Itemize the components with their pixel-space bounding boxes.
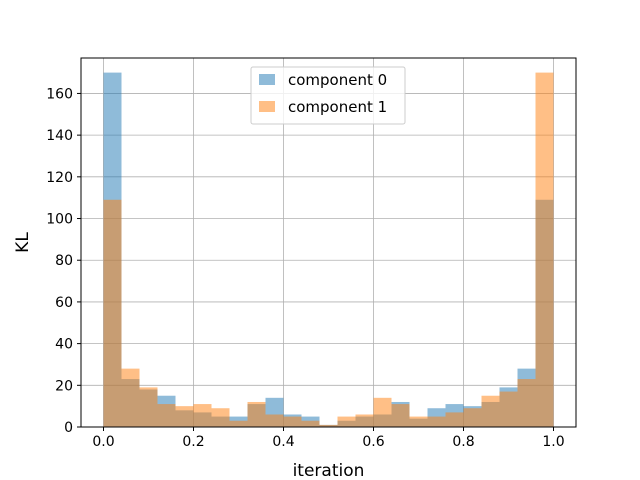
- histogram-bar-series-1: [391, 404, 410, 427]
- histogram-bar-series-1: [157, 404, 176, 427]
- x-tick-label: 0.8: [452, 434, 474, 450]
- histogram-bar-series-1: [535, 72, 554, 427]
- x-axis-title: iteration: [293, 461, 365, 480]
- x-tick-label: 1.0: [542, 434, 564, 450]
- y-tick-label: 40: [55, 337, 73, 353]
- y-tick-label: 160: [46, 86, 73, 102]
- ticks-layer: 0.0 0.2 0.4 0.6 0.8 1.0 0 20 40 60 80 100 120 140 160: [46, 86, 564, 450]
- histogram-bar-series-1: [301, 420, 320, 427]
- y-tick-label: 120: [46, 170, 73, 186]
- histogram-bar-series-1: [499, 391, 518, 427]
- histogram-bar-series-1: [139, 387, 158, 427]
- x-tick-label: 0.6: [362, 434, 384, 450]
- histogram-bar-series-1: [517, 379, 536, 427]
- histogram-bar-series-1: [247, 401, 266, 427]
- x-tick-label: 0.2: [182, 434, 204, 450]
- plot-frame: [80, 57, 577, 428]
- legend-label-component-1: component 1: [288, 98, 387, 116]
- histogram-bar-series-1: [103, 199, 122, 427]
- legend-label-component-0: component 0: [288, 71, 387, 89]
- histogram-bar-series-1: [373, 397, 392, 427]
- x-tick-label: 0.4: [272, 434, 294, 450]
- y-axis-title: KL: [13, 232, 33, 253]
- histogram-bar-series-1: [463, 408, 482, 427]
- histogram-bar-series-1: [409, 416, 428, 427]
- histogram-bar-series-1: [193, 404, 212, 427]
- histogram-bar-series-1: [355, 414, 374, 427]
- histogram-bar-series-1: [211, 408, 230, 427]
- bars-layer: [103, 72, 554, 427]
- histogram-bar-series-1: [175, 406, 194, 427]
- legend-swatch-component-0: [259, 74, 275, 85]
- histogram-bar-series-1: [121, 368, 140, 427]
- y-tick-label: 140: [46, 128, 73, 144]
- y-tick-label: 60: [55, 295, 73, 311]
- histogram-bar-series-1: [319, 424, 338, 427]
- y-tick-label: 100: [46, 212, 73, 228]
- y-tick-label: 80: [55, 253, 73, 269]
- histogram-bar-series-1: [427, 416, 446, 427]
- x-tick-label: 0.0: [92, 434, 114, 450]
- legend: component 0 component 1: [250, 66, 406, 125]
- y-tick-label: 0: [64, 420, 73, 436]
- histogram-bar-series-1: [337, 416, 356, 427]
- histogram-bar-series-1: [283, 416, 302, 427]
- histogram-bar-series-1: [265, 414, 284, 427]
- histogram-bar-series-1: [445, 412, 464, 427]
- histogram-bar-series-1: [481, 395, 500, 427]
- legend-box: [250, 66, 406, 125]
- legend-swatch-component-1: [259, 101, 275, 112]
- y-tick-label: 20: [55, 378, 73, 394]
- histogram-bar-series-1: [229, 420, 248, 427]
